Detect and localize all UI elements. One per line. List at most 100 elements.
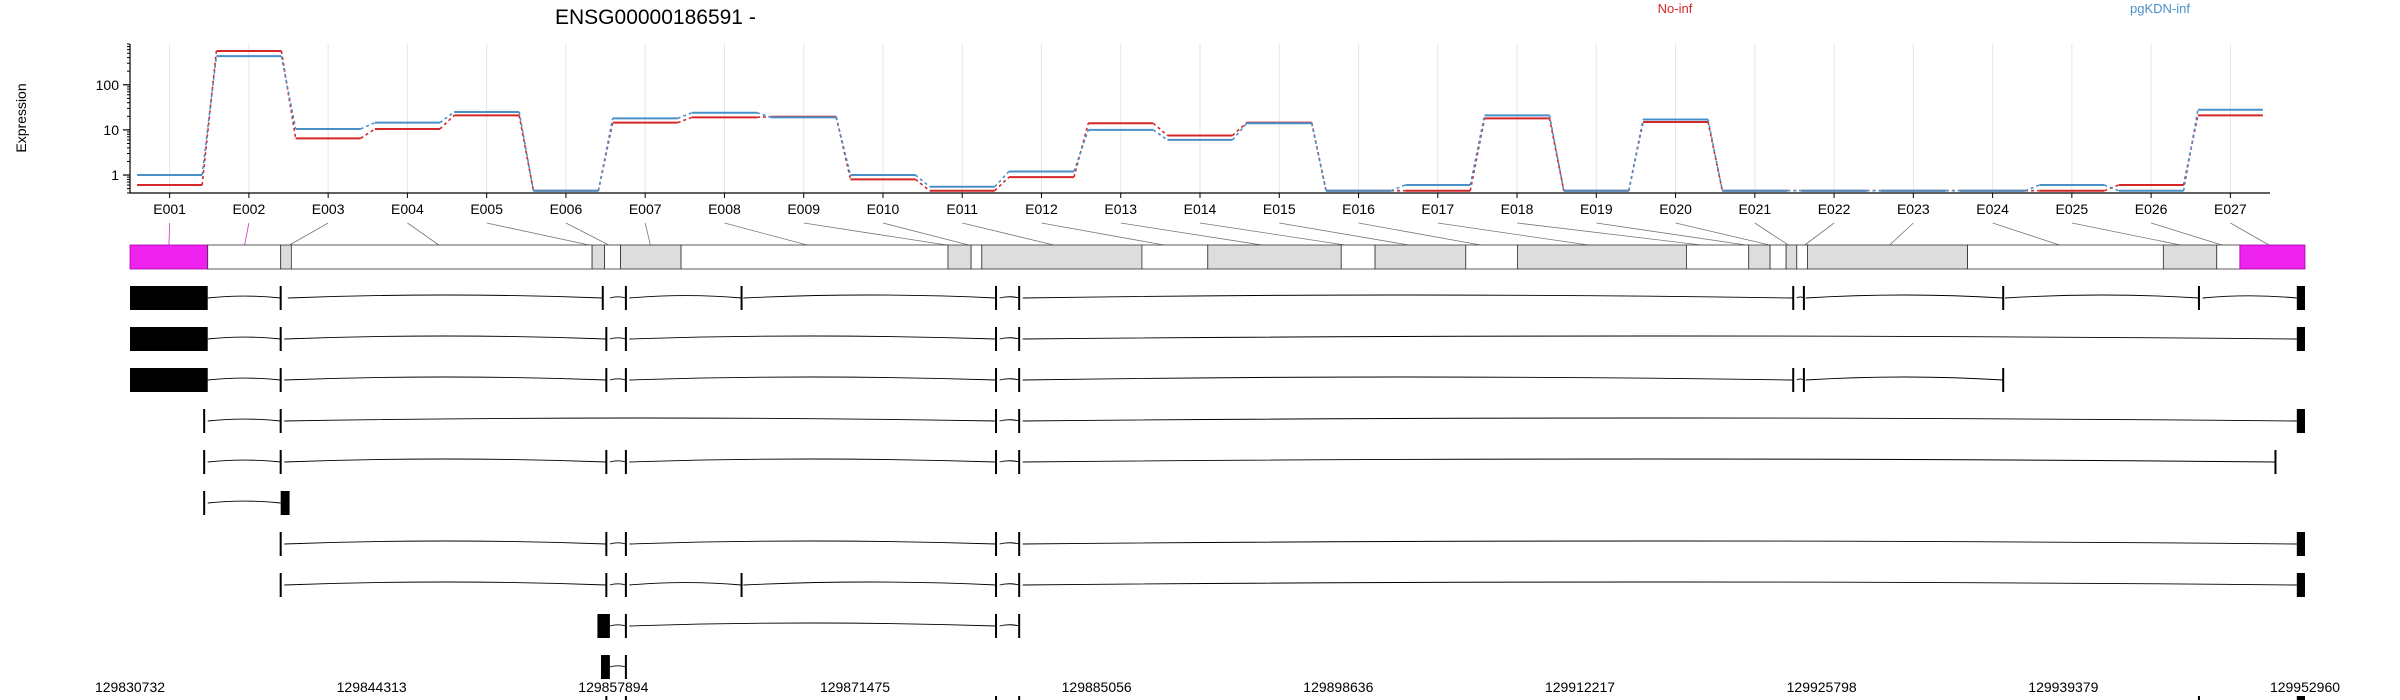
exon-bin-block — [129, 244, 209, 270]
axes: 1 10 100 E001 E002 E003 E004 E005 E006 E007 E008 E0… — [96, 43, 2270, 217]
exon-connector-line — [1596, 222, 1760, 248]
series-connector — [518, 111, 535, 191]
series-connector — [1310, 123, 1327, 191]
series-connector — [1548, 118, 1565, 191]
series-connector — [2182, 109, 2199, 191]
exon-bin-block — [2239, 244, 2306, 270]
exon-connector-line — [407, 222, 442, 248]
grid-lines — [169, 44, 2231, 193]
intron-line — [1022, 540, 2297, 545]
y-axis-label: Expression — [13, 83, 29, 152]
x-tick-label: E025 — [2056, 201, 2089, 217]
intron-line — [287, 294, 603, 299]
series-connector — [1707, 119, 1724, 191]
exon-block — [597, 614, 610, 638]
x-tick-label: E027 — [2214, 201, 2247, 217]
intron-line — [629, 335, 997, 340]
intron-line — [1796, 378, 1805, 381]
x-tick-label: E002 — [233, 201, 266, 217]
exon-connector-line — [1516, 222, 1718, 248]
exon-connector-line — [882, 222, 977, 248]
x-tick-label: E008 — [708, 201, 741, 217]
exon-connector-line — [2230, 222, 2273, 248]
intron-line — [207, 336, 281, 340]
x-tick-label: E026 — [2135, 201, 2168, 217]
exon-block — [130, 368, 208, 392]
x-tick-label: E018 — [1501, 201, 1534, 217]
series-connector — [2024, 184, 2040, 192]
expression-series — [137, 49, 2263, 192]
intron-line — [629, 376, 997, 381]
exon-connector-line — [1358, 222, 1492, 248]
exon-bin-block — [1374, 244, 1467, 270]
intron-line — [1022, 376, 1794, 381]
transcript-row — [279, 573, 2305, 597]
exon-bin-block — [947, 244, 972, 270]
series-connector — [677, 116, 693, 124]
exon-connector-line — [1041, 222, 1175, 248]
exon-block — [280, 491, 290, 515]
intron-line — [1022, 458, 2276, 463]
intron-line — [629, 458, 997, 463]
series-connector — [280, 50, 297, 139]
intron-line — [284, 540, 607, 545]
intron-line — [207, 295, 281, 299]
chart-title: ENSG00000186591 - — [555, 6, 756, 29]
exon-bin-block — [2162, 244, 2218, 270]
x-tick-label: E024 — [1976, 201, 2009, 217]
series-connector — [994, 170, 1010, 188]
series-connector — [1073, 123, 1090, 178]
intron-line — [999, 378, 1020, 381]
exon-connector-line — [565, 222, 613, 248]
exon-connector-line — [803, 222, 960, 248]
series-connector — [756, 116, 772, 119]
genomic-tick-label: 129885056 — [1062, 679, 1132, 695]
intron-line — [207, 418, 281, 422]
transcript-row — [600, 655, 627, 679]
series-connector — [1073, 129, 1090, 172]
exon-connector-line — [285, 222, 329, 248]
series-connector — [201, 50, 218, 186]
exon-connector-line — [1992, 222, 2066, 248]
genomic-tick-label: 129912217 — [1545, 679, 1615, 695]
exon-connector-line — [1437, 222, 1602, 248]
exon-connector-line — [243, 222, 250, 248]
x-tick-label: E003 — [312, 201, 345, 217]
exon-bin-block — [1141, 244, 1209, 270]
series-pgkdn-inf — [137, 55, 2263, 192]
exon-bin-block — [2216, 244, 2241, 270]
x-tick-label: E004 — [391, 201, 424, 217]
genomic-tick-label: 129844313 — [337, 679, 407, 695]
series-connector — [677, 111, 693, 120]
x-tick-label: E023 — [1897, 201, 1930, 217]
intron-line — [609, 337, 627, 340]
series-connector — [1548, 115, 1565, 191]
y-tick-label: 100 — [96, 77, 120, 93]
exon-block — [130, 327, 208, 351]
genomic-tick-label: 129925798 — [1787, 679, 1857, 695]
intron-line — [629, 622, 997, 627]
transcript-row — [203, 491, 290, 515]
exon-block — [2296, 327, 2305, 351]
genomic-tick-label: 129871475 — [820, 679, 890, 695]
intron-line — [743, 294, 997, 299]
exon-connector-line — [1120, 222, 1275, 248]
series-connector — [835, 117, 852, 176]
intron-line — [609, 624, 627, 627]
genomic-tick-label: 129939379 — [2028, 679, 2098, 695]
legend-no-inf: No-inf — [1658, 1, 1693, 16]
series-connector — [2104, 184, 2119, 192]
x-tick-label: E020 — [1659, 201, 1692, 217]
intron-line — [609, 378, 627, 381]
y-tick-label: 1 — [111, 167, 119, 183]
series-connector — [1231, 122, 1248, 137]
intron-line — [999, 583, 1020, 586]
gene-model-row — [129, 244, 2306, 270]
series-connector — [994, 176, 1010, 192]
x-tick-label: E017 — [1421, 201, 1454, 217]
intron-line — [999, 460, 1020, 463]
intron-line — [629, 295, 742, 299]
x-tick-label: E007 — [629, 201, 662, 217]
x-tick-label: E014 — [1184, 201, 1217, 217]
intron-line — [1805, 376, 2004, 381]
